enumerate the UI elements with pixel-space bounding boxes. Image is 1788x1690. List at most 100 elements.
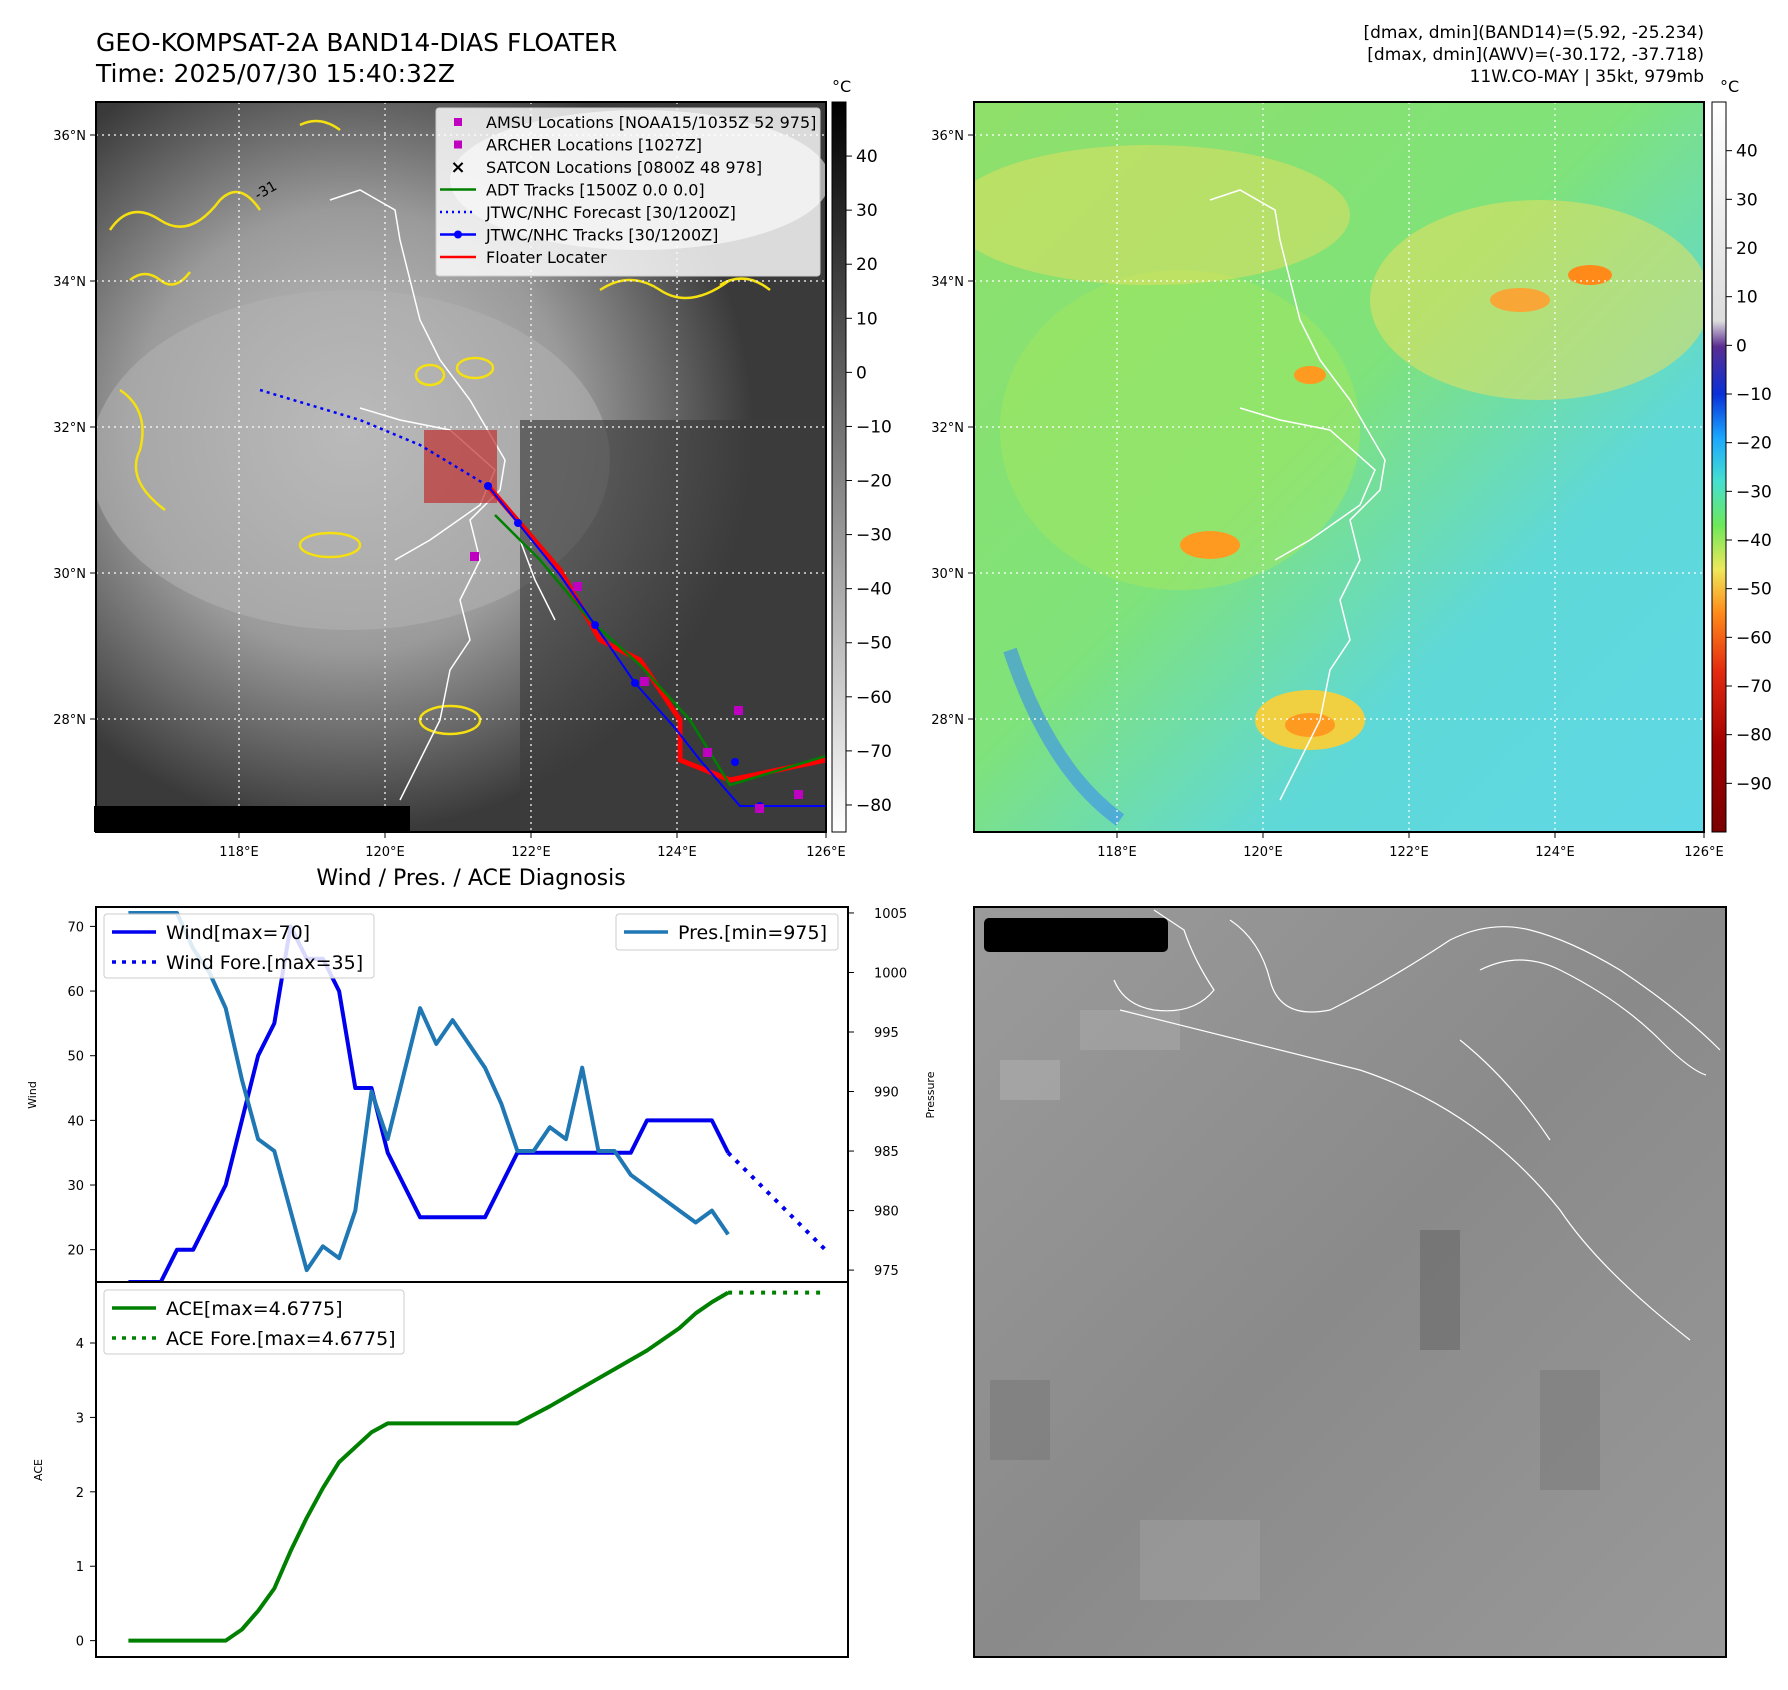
floater-box <box>424 430 497 503</box>
colorbar-tick-label: 30 <box>856 201 878 221</box>
lat-tick-label: 36°N <box>931 129 964 144</box>
wv-map-panel: 118°E 120°E 122°E 124°E 126°E 36°N 34°N 32°N 30°… <box>931 101 1724 860</box>
figure-time: Time: 2025/07/30 15:40:32Z <box>95 59 455 88</box>
series-line-3 <box>128 1290 730 1643</box>
wind-tick-label: 20 <box>67 1244 84 1259</box>
ace-tick-label: 1 <box>76 1560 84 1575</box>
colorbar-tick-label: −30 <box>1736 482 1772 502</box>
adt-track <box>494 514 826 787</box>
colorbar-gray: °C 40 30 20 10 0 −10 −20 −30 −40 −50 −60 −70 −80 <box>831 77 892 833</box>
info-line-3: 11W.CO-MAY | 35kt, 979mb <box>1470 67 1704 87</box>
lon-tick-label: 126°E <box>1684 845 1724 860</box>
colorbar-tick-label: −50 <box>1736 580 1772 600</box>
pressure-tick-label: 1005 <box>874 907 907 922</box>
ace-tick-label: 4 <box>76 1337 84 1352</box>
colorbar-tick-label: 10 <box>1736 288 1758 308</box>
pressure-tick-label: 985 <box>874 1145 899 1160</box>
colorbar-tick-label: 10 <box>856 309 878 329</box>
colorbar-color-unit: °C <box>1720 77 1739 96</box>
lat-tick-label: 36°N <box>53 129 86 144</box>
legend-ace-fore: ACE Fore.[max=4.6775] <box>166 1328 396 1350</box>
colorbar-tick-label: −80 <box>1736 726 1772 746</box>
wind-tick-label: 40 <box>67 1114 84 1129</box>
legend-label: Floater Locater <box>486 248 607 267</box>
colorbar-tick-label: −40 <box>856 580 892 600</box>
ace-ylabel: ACE <box>32 1459 45 1481</box>
pressure-legend: Pres.[min=975] <box>615 913 839 951</box>
colorbar-tick-label: −50 <box>856 634 892 654</box>
lon-tick-label: 122°E <box>511 845 551 860</box>
colorbar-tick-label: −80 <box>856 796 892 816</box>
legend-wind-fore: Wind Fore.[max=35] <box>166 952 363 974</box>
diagnosis-title: Wind / Pres. / ACE Diagnosis <box>316 866 625 891</box>
lat-tick-label: 30°N <box>931 567 964 582</box>
pressure-tick-label: 1000 <box>874 966 907 981</box>
colorbar-tick-label: 0 <box>1736 336 1747 356</box>
legend-marker-x: × <box>450 157 465 178</box>
lat-tick-label: 34°N <box>931 275 964 290</box>
legend-label: ARCHER Locations [1027Z] <box>486 136 702 155</box>
ace-chart: ACE 0 1 2 3 4 ACE[max=4.6775] ACE Fore.[max=… <box>32 1281 849 1658</box>
lon-tick-label: 118°E <box>219 845 259 860</box>
figure-title: GEO-KOMPSAT-2A BAND14-DIAS FLOATER <box>96 28 617 57</box>
colorbar-tick-label: 20 <box>1736 239 1758 259</box>
legend-label: ADT Tracks [1500Z 0.0 0.0] <box>486 181 705 200</box>
ace-tick-label: 3 <box>76 1411 84 1426</box>
wind-tick-label: 70 <box>67 920 84 935</box>
ace-tick-label: 0 <box>76 1635 84 1650</box>
colorbar-color: °C 40 30 20 10 0 −10 −20 −30 −40 −50 −60 −70 −80 −90 <box>1711 77 1772 833</box>
ace-tick-label: 2 <box>76 1486 84 1501</box>
colorbar-tick-label: −20 <box>1736 434 1772 454</box>
legend-label: JTWC/NHC Forecast [30/1200Z] <box>485 203 736 222</box>
pressure-tick-label: 990 <box>874 1086 899 1101</box>
legend-wind: Wind[max=70] <box>166 922 310 944</box>
pressure-tick-label: 980 <box>874 1205 899 1220</box>
legend-ace: ACE[max=4.6775] <box>166 1298 343 1320</box>
wv-grid-lines <box>974 102 1704 832</box>
info-line-1: [dmax, dmin](BAND14)=(5.92, -25.234) <box>1363 23 1704 43</box>
wmg-panel: WMG Count: 0 <box>973 906 1727 1658</box>
colorbar-gray-unit: °C <box>832 77 851 96</box>
lon-tick-label: 120°E <box>365 845 405 860</box>
lat-tick-label: 28°N <box>53 713 86 728</box>
map-legend: AMSU Locations [NOAA15/1035Z 52 975] ARCH… <box>435 107 821 277</box>
series-line-1 <box>726 1151 827 1252</box>
lon-tick-label: 124°E <box>657 845 697 860</box>
colorbar-tick-label: −70 <box>856 742 892 762</box>
ir-map-panel: -31 <box>53 101 846 860</box>
colorbar-tick-label: 0 <box>856 363 867 383</box>
lat-tick-label: 30°N <box>53 567 86 582</box>
colorbar-tick-label: −10 <box>1736 385 1772 405</box>
copyright-box <box>94 806 410 832</box>
wind-ylabel: Wind <box>26 1081 39 1109</box>
wmg-count-badge <box>984 918 1168 952</box>
wv-coastlines <box>1209 189 1386 801</box>
lon-tick-label: 120°E <box>1243 845 1283 860</box>
lat-tick-label: 32°N <box>931 421 964 436</box>
info-line-2: [dmax, dmin](AWV)=(-30.172, -37.718) <box>1367 45 1704 65</box>
legend-label: SATCON Locations [0800Z 48 978] <box>486 158 762 177</box>
lat-tick-label: 34°N <box>53 275 86 290</box>
wmg-coastlines <box>1113 909 1721 1341</box>
legend-label: JTWC/NHC Tracks [30/1200Z] <box>485 226 718 245</box>
lon-tick-label: 126°E <box>806 845 846 860</box>
copyright: Copyright © 2020-2025 Dapiya <box>100 810 379 829</box>
wind-tick-label: 60 <box>67 985 84 1000</box>
colorbar-tick-label: 40 <box>1736 142 1758 162</box>
colorbar-tick-label: 20 <box>856 255 878 275</box>
lon-tick-label: 124°E <box>1535 845 1575 860</box>
colorbar-tick-label: 40 <box>856 147 878 167</box>
colorbar-tick-label: −60 <box>1736 628 1772 648</box>
wind-legend: Wind[max=70] Wind Fore.[max=35] <box>103 913 375 979</box>
colorbar-tick-label: −90 <box>1736 774 1772 794</box>
lat-tick-label: 32°N <box>53 421 86 436</box>
colorbar-tick-label: −10 <box>856 417 892 437</box>
wind-tick-label: 50 <box>67 1050 84 1065</box>
legend-pressure: Pres.[min=975] <box>678 922 827 944</box>
colorbar-tick-label: −60 <box>856 688 892 708</box>
lon-tick-label: 118°E <box>1097 845 1137 860</box>
legend-marker-square <box>454 118 462 126</box>
wmg-count: WMG Count: 0 <box>994 924 1155 948</box>
colorbar-tick-label: −20 <box>856 472 892 492</box>
colorbar-tick-label: 30 <box>1736 190 1758 210</box>
